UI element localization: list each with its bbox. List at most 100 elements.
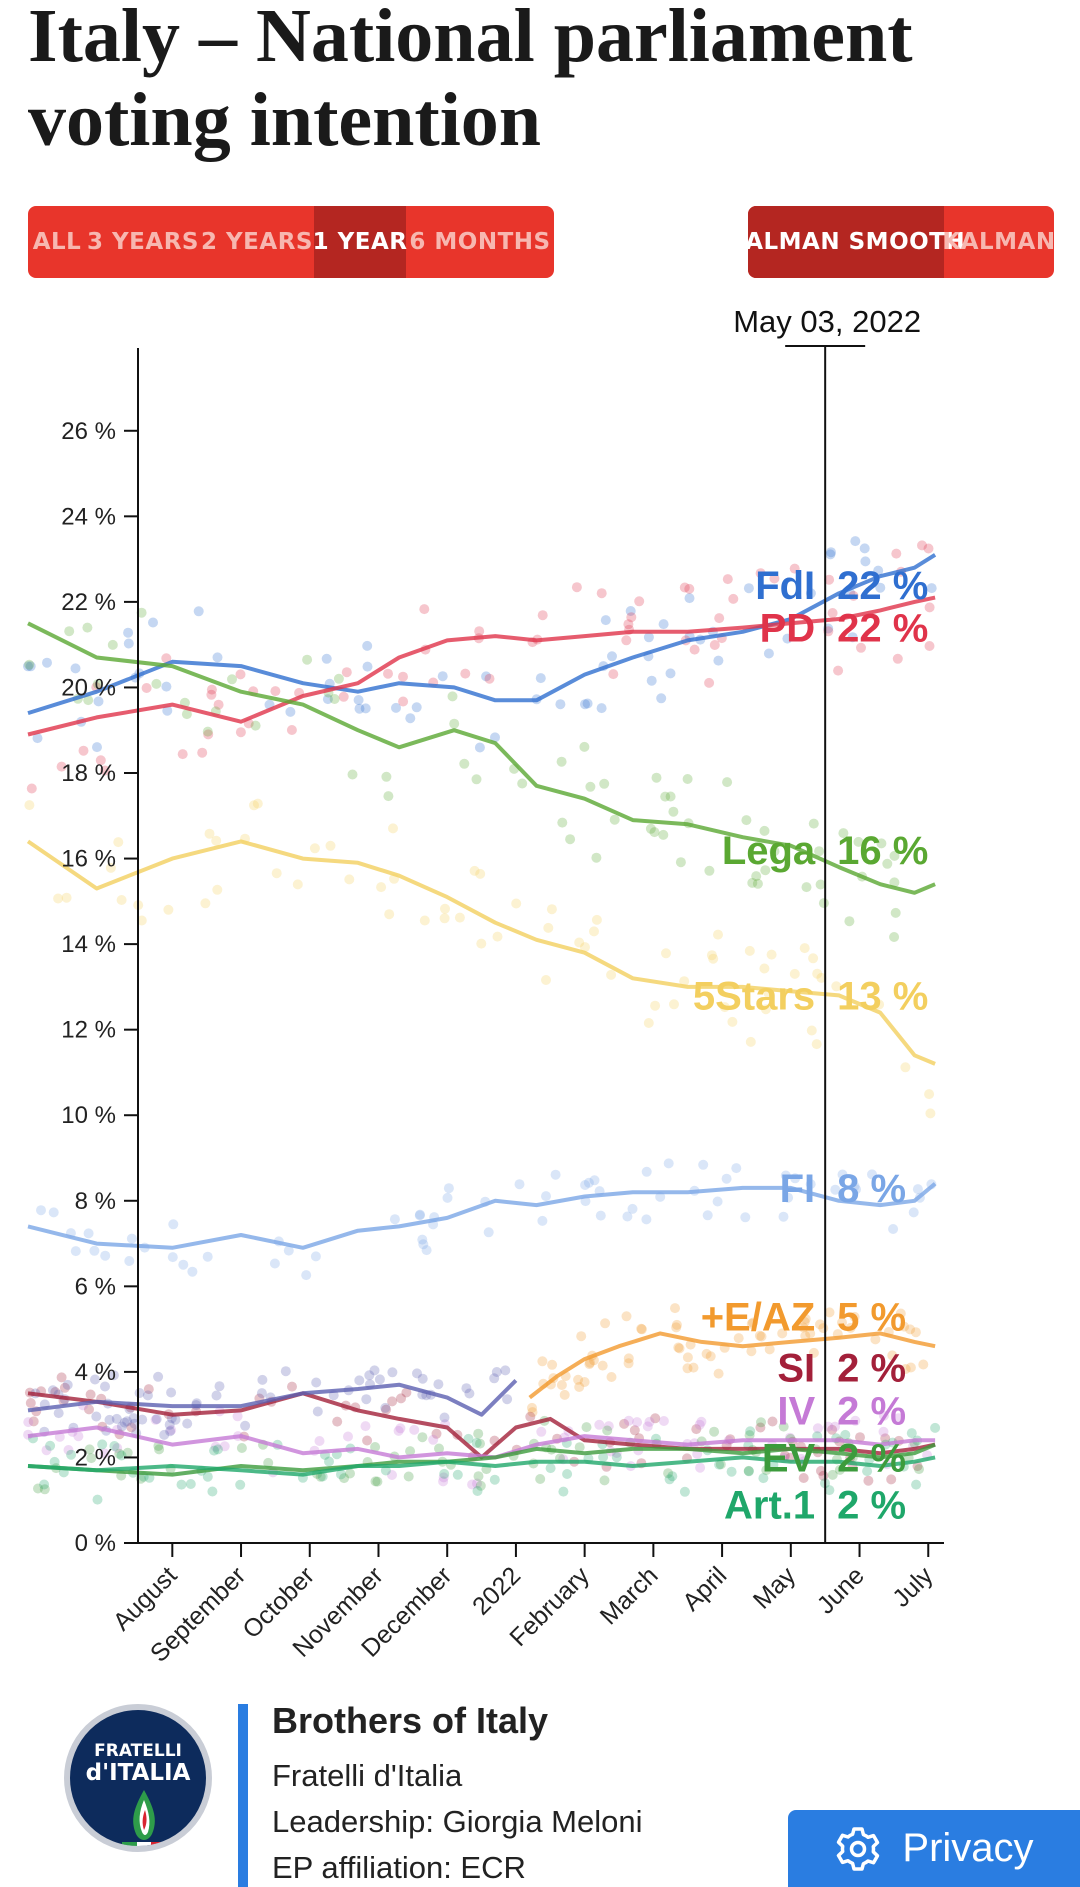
poll-dot: [761, 1465, 772, 1476]
label-name-art-1: Art.1: [724, 1484, 815, 1528]
poll-dot: [212, 884, 223, 895]
poll-dot: [315, 1471, 326, 1482]
poll-dot: [808, 1347, 819, 1358]
poll-dot: [42, 657, 52, 668]
poll-dot: [849, 1311, 860, 1322]
party-leadership: Leadership: Giorgia Meloni: [272, 1804, 643, 1839]
poll-dot: [682, 774, 693, 784]
poll-dot: [123, 638, 134, 649]
poll-dot: [728, 593, 739, 604]
poll-dot: [285, 706, 296, 717]
poll-dot: [608, 669, 619, 680]
poll-dot: [606, 1372, 617, 1382]
poll-dot: [168, 1219, 179, 1230]
y-tick-label: 24 %: [61, 503, 116, 530]
poll-dot: [25, 661, 36, 672]
poll-dot: [876, 838, 887, 849]
poll-dot: [387, 1470, 397, 1480]
poll-chart[interactable]: 0 % 2 % 4 % 6 % 8 % 10 % 12 % 14 % 16 % 18 % 20 % 2…: [0, 290, 1080, 1690]
poll-dot: [202, 726, 213, 737]
range-2-years-button[interactable]: 2 YEARS: [201, 229, 313, 255]
poll-dot: [387, 1396, 398, 1407]
x-tick-label: May: [748, 1561, 802, 1615]
poll-dot: [882, 858, 893, 869]
poll-dot: [824, 574, 835, 585]
poll-dot: [83, 1228, 94, 1239]
poll-dot: [271, 868, 282, 879]
poll-dot: [695, 1462, 706, 1473]
poll-dot: [713, 655, 724, 666]
poll-dot: [875, 582, 886, 593]
kalman-button[interactable]: KALMAN: [942, 229, 1054, 255]
poll-dot: [759, 825, 770, 836]
poll-dot: [634, 596, 645, 607]
privacy-button[interactable]: Privacy: [788, 1810, 1080, 1887]
poll-dot: [471, 774, 482, 785]
poll-dot: [646, 675, 657, 686]
poll-dot: [777, 1328, 788, 1339]
range-6-months-button[interactable]: 6 MONTHS: [409, 229, 551, 255]
kalman-smooth-button[interactable]: KALMAN SMOOTH: [748, 206, 965, 278]
poll-dot: [314, 1436, 325, 1446]
poll-dot: [658, 619, 669, 630]
poll-dot: [818, 898, 829, 909]
poll-dot: [474, 742, 485, 753]
label-name-lega: Lega: [722, 829, 816, 873]
poll-dot: [26, 783, 37, 794]
poll-dot: [853, 836, 864, 847]
poll-dot: [165, 1426, 176, 1437]
logo-text-line1: FRATELLI: [94, 1741, 182, 1761]
poll-dot: [393, 1425, 404, 1436]
poll-dot: [682, 1352, 693, 1363]
poll-dot: [354, 703, 365, 714]
privacy-label: Privacy: [902, 1826, 1034, 1870]
poll-dot: [108, 1370, 119, 1381]
poll-dot: [831, 981, 842, 992]
poll-dot: [405, 713, 416, 724]
poll-dot: [439, 1412, 450, 1423]
poll-dot: [764, 1344, 775, 1355]
poll-dot: [134, 1388, 145, 1398]
poll-dot: [556, 756, 567, 767]
poll-dot: [611, 1452, 622, 1463]
poll-dot: [705, 1351, 716, 1362]
party-name: Brothers of Italy: [272, 1700, 549, 1741]
poll-dot: [623, 619, 634, 630]
poll-dot: [122, 1447, 133, 1458]
poll-dot: [850, 1415, 861, 1426]
poll-dot: [914, 1464, 924, 1475]
poll-dot: [256, 1388, 267, 1399]
poll-dot: [671, 1319, 682, 1330]
series-line-si: [27, 1391, 936, 1460]
poll-dot: [159, 1429, 170, 1440]
poll-dot: [658, 1416, 669, 1426]
range-1-year-button[interactable]: 1 YEAR: [313, 206, 407, 278]
poll-dot: [383, 668, 393, 679]
poll-dot: [360, 1421, 371, 1432]
poll-dot: [481, 671, 492, 682]
label-name-ev: EV: [762, 1436, 816, 1480]
poll-dot: [799, 1317, 810, 1327]
poll-dot: [818, 1323, 829, 1334]
poll-dot: [855, 1432, 865, 1443]
poll-dot: [722, 574, 733, 585]
range-3-years-button[interactable]: 3 YEARS: [87, 229, 199, 255]
poll-dot: [665, 668, 676, 679]
poll-dot: [166, 1425, 177, 1436]
poll-dot: [113, 837, 124, 848]
poll-dot: [589, 1175, 600, 1186]
poll-dot: [333, 673, 344, 684]
poll-dot: [606, 969, 617, 980]
poll-dot: [489, 1373, 500, 1384]
poll-dot: [438, 1476, 449, 1487]
poll-dot: [892, 653, 903, 664]
poll-dot: [49, 1456, 60, 1467]
poll-dot: [85, 1389, 96, 1400]
poll-dot: [384, 909, 395, 920]
range-all-button[interactable]: ALL: [32, 229, 82, 255]
poll-dot: [873, 565, 884, 576]
poll-dot: [200, 898, 211, 909]
poll-dot: [918, 1359, 929, 1370]
flame-icon: [122, 1790, 166, 1846]
poll-dot: [395, 1423, 406, 1434]
